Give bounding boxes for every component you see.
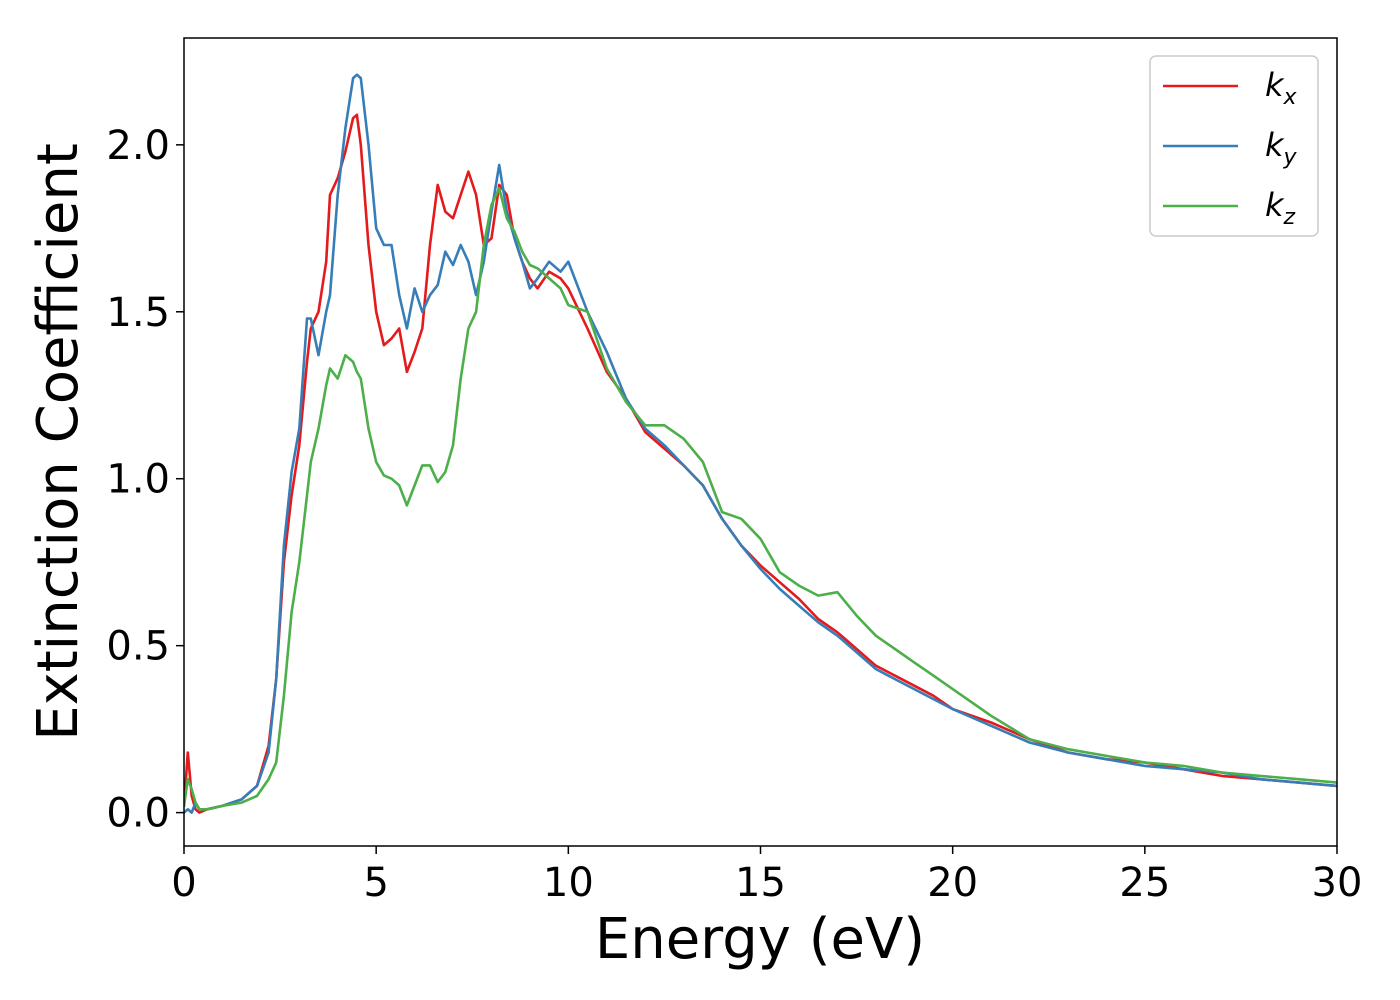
x-tick-label: 15 xyxy=(735,860,786,906)
x-tick-label: 5 xyxy=(363,860,388,906)
x-tick-label: 0 xyxy=(171,860,196,906)
y-axis-ticks: 0.0 0.5 1.0 1.5 2.0 xyxy=(106,123,184,837)
y-tick-label: 0.5 xyxy=(106,624,170,670)
x-tick-label: 10 xyxy=(543,860,594,906)
y-tick-label: 1.5 xyxy=(106,290,170,336)
y-tick-label: 2.0 xyxy=(106,123,170,169)
x-axis-ticks: 0 5 10 15 20 25 30 xyxy=(171,846,1362,906)
x-tick-label: 30 xyxy=(1312,860,1363,906)
legend-subscript: x xyxy=(1283,85,1298,110)
legend-subscript: y xyxy=(1283,145,1298,170)
legend-symbol: k xyxy=(1265,66,1285,104)
legend-symbol: k xyxy=(1265,126,1285,164)
x-axis-label: Energy (eV) xyxy=(595,907,925,972)
legend-label-ky: ky xyxy=(1265,126,1298,170)
y-tick-label: 1.0 xyxy=(106,457,170,503)
legend-label-kx: kx xyxy=(1265,66,1298,110)
x-tick-label: 25 xyxy=(1119,860,1170,906)
legend-subscript: z xyxy=(1283,205,1296,230)
legend-symbol: k xyxy=(1265,186,1285,224)
series-line-kz xyxy=(184,186,1337,811)
series-line-ky xyxy=(184,73,1337,814)
y-axis-label: Extinction Coefficient xyxy=(26,143,91,741)
legend-label-kz: kz xyxy=(1265,186,1296,230)
x-tick-label: 20 xyxy=(927,860,978,906)
y-tick-label: 0.0 xyxy=(106,791,170,837)
series-layer xyxy=(184,73,1337,814)
plot-area xyxy=(184,73,1337,814)
